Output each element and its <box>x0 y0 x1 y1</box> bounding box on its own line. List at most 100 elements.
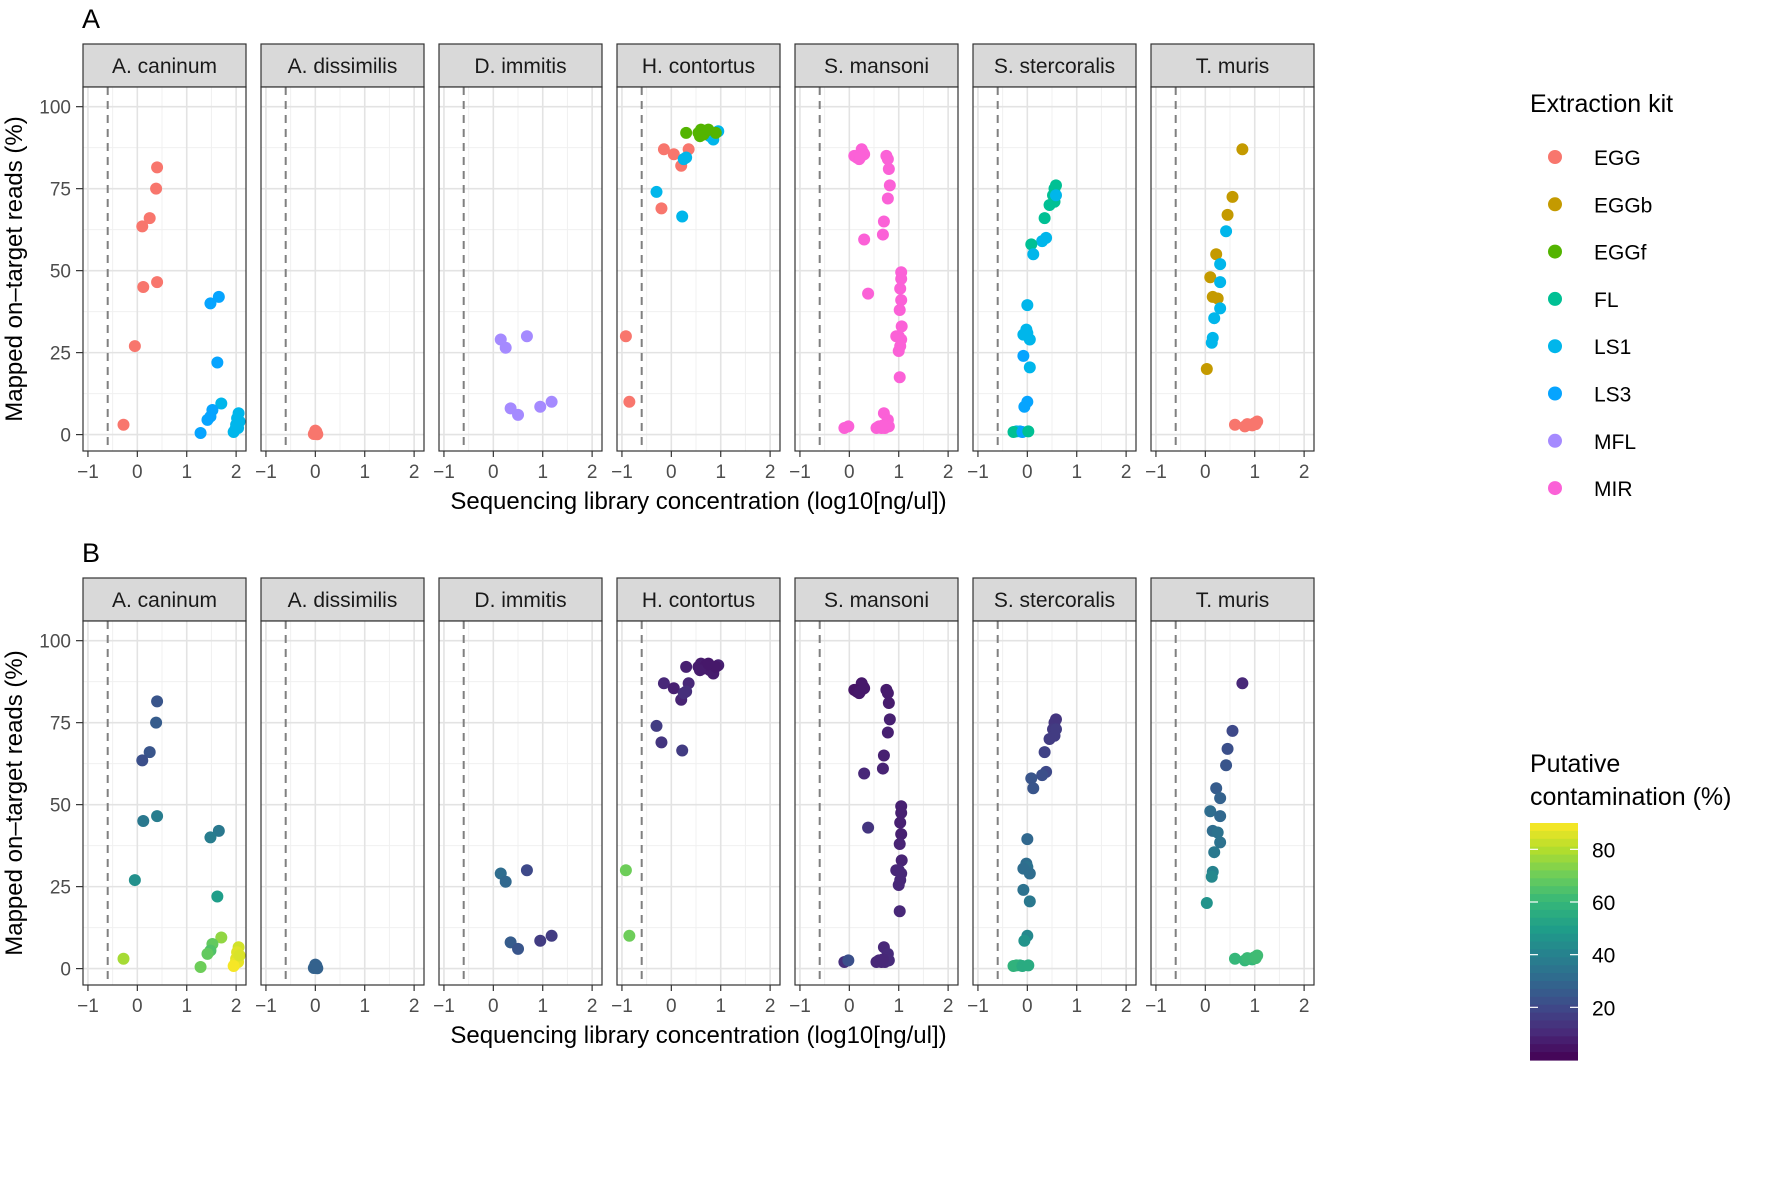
facet-strip <box>794 577 959 622</box>
x-tick-label: 2 <box>587 996 598 1017</box>
colorbar-segment <box>1530 988 1578 998</box>
data-point <box>854 151 867 164</box>
data-point <box>201 947 214 960</box>
data-point <box>545 929 558 942</box>
data-point <box>309 424 322 437</box>
y-tick-label: 75 <box>50 714 71 735</box>
facet-border <box>1150 620 1315 986</box>
facet-h-contortus: H. contortus −1 0 1 2 <box>611 577 781 1017</box>
y-tick-label: 50 <box>50 262 71 283</box>
colorbar-tick-label: 40 <box>1592 945 1615 968</box>
x-tick-label: −1 <box>255 996 277 1017</box>
legend-label: EGGf <box>1594 242 1647 265</box>
facet-border <box>438 86 603 452</box>
data-point <box>151 810 164 823</box>
x-tick-label: 1 <box>359 462 370 483</box>
facet-strip <box>972 43 1137 88</box>
data-point <box>895 806 908 819</box>
colorbar-segment <box>1530 933 1578 943</box>
data-point <box>619 330 632 343</box>
colorbar-tick-label: 20 <box>1592 997 1615 1020</box>
data-point <box>883 179 896 192</box>
x-tick-label: −1 <box>789 996 811 1017</box>
legend-key <box>1548 197 1562 212</box>
data-point <box>520 330 533 343</box>
data-point <box>1021 299 1034 312</box>
data-point <box>883 713 896 726</box>
data-point <box>1214 258 1227 271</box>
data-point <box>895 854 908 867</box>
x-tick-label: 1 <box>359 996 370 1017</box>
data-point <box>655 736 668 749</box>
facet-strip <box>1150 577 1315 622</box>
data-point <box>151 276 164 289</box>
data-point <box>693 664 706 677</box>
data-point <box>1226 190 1239 203</box>
data-point <box>882 162 895 175</box>
x-tick-label: 1 <box>537 462 548 483</box>
colorbar-segment <box>1530 1028 1578 1037</box>
legend-key <box>1548 150 1562 164</box>
x-tick-label: −1 <box>1145 996 1167 1017</box>
facet-title: A. dissimilis <box>288 589 398 612</box>
data-point <box>1017 349 1030 362</box>
x-tick-label: 2 <box>1121 996 1132 1017</box>
facet-border <box>260 620 425 986</box>
x-tick-label: 0 <box>310 996 321 1017</box>
facet-strip <box>972 577 1137 622</box>
facet-s-stercoralis: S. stercoralis −1 0 1 2 <box>967 43 1137 483</box>
y-tick-label: 50 <box>50 796 71 817</box>
data-point <box>1036 235 1049 248</box>
data-point <box>702 657 715 670</box>
data-point <box>136 754 149 767</box>
data-point <box>212 824 225 837</box>
data-point <box>227 425 240 438</box>
data-point <box>1236 143 1249 156</box>
facet-t-muris: T. muris −1 0 1 2 <box>1145 43 1315 483</box>
y-tick-label: 100 <box>39 632 71 653</box>
data-point <box>1208 846 1221 859</box>
facet-d-immitis: D. immitis −1 0 1 2 <box>433 43 603 483</box>
facet-strip <box>82 43 247 88</box>
data-point <box>1228 418 1241 431</box>
colorbar-segment <box>1530 902 1578 911</box>
data-point <box>702 123 715 136</box>
x-tick-label: 0 <box>1200 996 1211 1017</box>
data-point <box>657 677 670 690</box>
x-tick-label: 2 <box>1299 462 1310 483</box>
data-point <box>117 952 130 965</box>
panel-label: A <box>82 4 100 34</box>
facet-border <box>616 620 781 986</box>
data-point <box>1249 418 1262 431</box>
data-point <box>1023 361 1036 374</box>
legend-label: LS1 <box>1594 336 1631 359</box>
y-tick-label: 0 <box>60 960 71 981</box>
data-point <box>512 942 525 955</box>
data-point <box>877 749 890 762</box>
x-tick-label: −1 <box>77 996 99 1017</box>
colorbar-segment <box>1530 846 1578 856</box>
data-point <box>1228 952 1241 965</box>
legend-key <box>1548 244 1562 259</box>
data-point <box>680 126 693 139</box>
data-point <box>1021 833 1034 846</box>
x-tick-label: −1 <box>967 462 989 483</box>
legend-title: Extraction kit <box>1530 90 1673 118</box>
data-point <box>194 426 207 439</box>
data-point <box>895 294 908 307</box>
facet-border <box>82 620 247 986</box>
data-point <box>1025 772 1038 785</box>
data-point <box>893 905 906 918</box>
data-point <box>1214 836 1227 849</box>
data-point <box>862 821 875 834</box>
data-point <box>520 864 533 877</box>
data-point <box>1049 189 1062 202</box>
data-point <box>204 297 217 310</box>
data-point <box>194 960 207 973</box>
data-point <box>893 303 906 316</box>
data-point <box>892 878 905 891</box>
data-point <box>655 202 668 215</box>
data-point <box>1210 782 1223 795</box>
data-point <box>1204 271 1217 284</box>
facet-strip <box>616 577 781 622</box>
